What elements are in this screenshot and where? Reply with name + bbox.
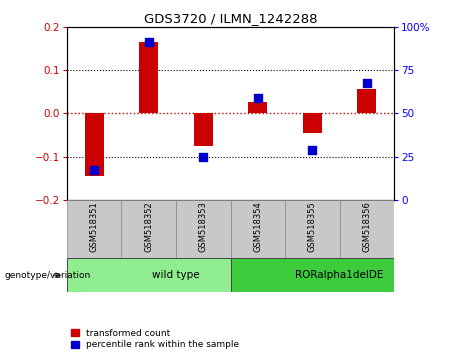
Bar: [230, 258, 394, 292]
Point: [363, 80, 371, 86]
Bar: [176, 200, 230, 258]
Point: [309, 147, 316, 153]
Bar: [230, 200, 285, 258]
Bar: [303, 113, 322, 133]
Point: [145, 39, 152, 45]
Text: GSM518353: GSM518353: [199, 201, 208, 252]
Point: [254, 95, 261, 101]
Text: GSM518352: GSM518352: [144, 201, 153, 252]
Bar: [340, 200, 394, 258]
Text: GSM518354: GSM518354: [253, 201, 262, 252]
Bar: [67, 200, 121, 258]
Text: GSM518356: GSM518356: [362, 201, 372, 252]
Bar: [139, 42, 158, 113]
Legend: transformed count, percentile rank within the sample: transformed count, percentile rank withi…: [71, 329, 239, 349]
Bar: [67, 258, 230, 292]
Point: [90, 167, 98, 172]
Text: genotype/variation: genotype/variation: [5, 271, 91, 280]
Bar: [357, 90, 377, 113]
Title: GDS3720 / ILMN_1242288: GDS3720 / ILMN_1242288: [144, 12, 317, 25]
Bar: [248, 102, 267, 113]
Bar: [84, 113, 104, 176]
Bar: [285, 200, 340, 258]
Point: [200, 154, 207, 159]
Bar: [121, 200, 176, 258]
Text: GSM518355: GSM518355: [308, 201, 317, 252]
Bar: [194, 113, 213, 146]
Text: wild type: wild type: [152, 270, 200, 280]
Text: RORalpha1delDE: RORalpha1delDE: [296, 270, 384, 280]
Text: GSM518351: GSM518351: [89, 201, 99, 252]
